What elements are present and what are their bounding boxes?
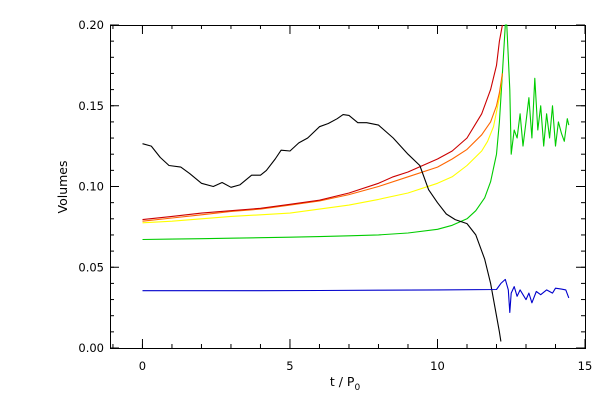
series-lines bbox=[142, 24, 570, 342]
series-line-6 bbox=[142, 278, 570, 314]
x-tick-label: 0 bbox=[139, 359, 146, 373]
x-tick-label: 15 bbox=[578, 359, 593, 373]
series-line-4 bbox=[142, 24, 503, 221]
series-line-5 bbox=[142, 114, 502, 342]
series-line-3 bbox=[142, 73, 503, 222]
series-line-2 bbox=[142, 73, 503, 224]
x-axis-title: t / P0 bbox=[330, 374, 361, 393]
y-axis-title: Volumes bbox=[55, 160, 70, 213]
y-tick-label: 0.10 bbox=[78, 180, 104, 194]
y-tick-labels: 0.00 0.05 0.10 0.15 0.20 bbox=[78, 18, 104, 355]
x-tick-label: 5 bbox=[286, 359, 293, 373]
axis-ticks bbox=[110, 24, 586, 349]
y-tick-label: 0.05 bbox=[78, 260, 104, 274]
series-line-1 bbox=[142, 24, 570, 241]
y-tick-label: 0.00 bbox=[78, 341, 104, 355]
plot-frame bbox=[110, 25, 586, 349]
y-tick-label: 0.20 bbox=[78, 18, 104, 32]
x-tick-label: 10 bbox=[430, 359, 445, 373]
x-tick-labels: 0 5 10 15 bbox=[139, 359, 593, 373]
x-axis-title-main: t / P bbox=[330, 374, 355, 389]
y-tick-label: 0.15 bbox=[78, 99, 104, 113]
x-axis-title-subscript: 0 bbox=[354, 383, 360, 393]
